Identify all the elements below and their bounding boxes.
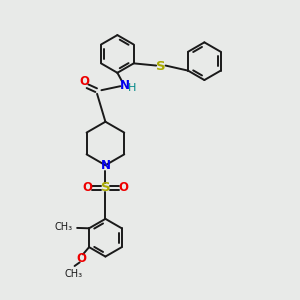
Text: S: S [156, 61, 166, 74]
Text: H: H [128, 83, 136, 93]
Text: N: N [120, 79, 130, 92]
Text: CH₃: CH₃ [54, 222, 72, 232]
Text: O: O [76, 252, 86, 265]
Text: O: O [79, 75, 89, 88]
Text: O: O [82, 181, 92, 194]
Text: CH₃: CH₃ [64, 269, 82, 279]
Text: O: O [118, 181, 128, 194]
Text: N: N [100, 159, 110, 172]
Text: S: S [100, 181, 110, 194]
